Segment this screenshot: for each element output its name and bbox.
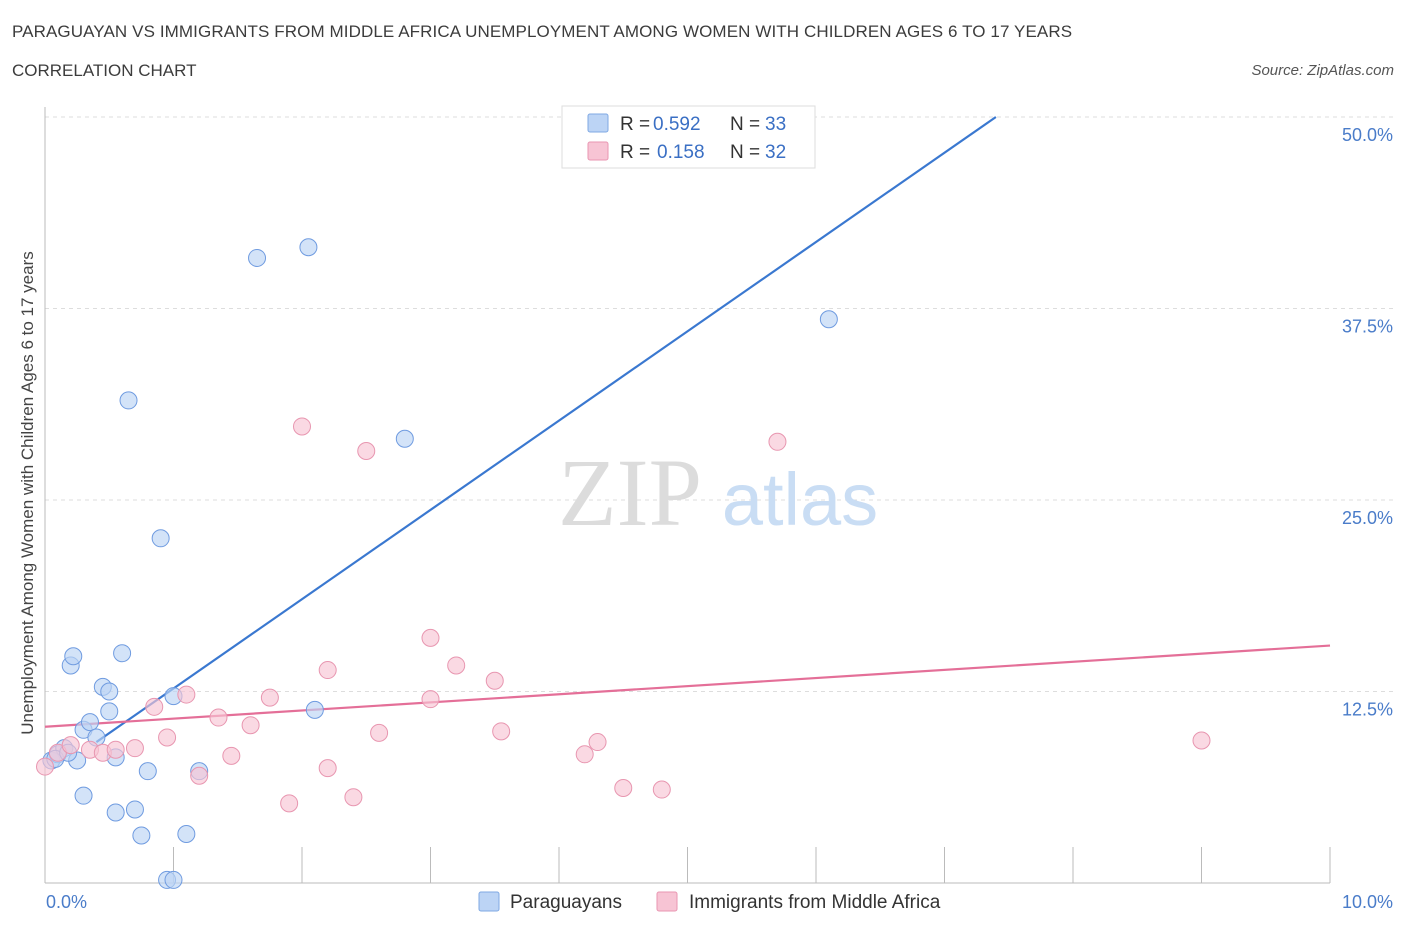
legend-n-value-2: 32 [765,142,786,163]
legend-n-value-1: 33 [765,114,786,135]
immigrants-point [421,690,440,709]
paraguayans-point [125,800,144,819]
chart-subtitle: CORRELATION CHART [12,61,197,80]
watermark-zip: ZIP [558,439,702,546]
immigrants-point [370,723,389,742]
paraguayans-point [80,713,99,732]
immigrants-point [357,441,376,460]
y-tick-labels: 12.5% 25.0% 37.5% 50.0% [1342,125,1393,720]
immigrants-point [61,736,80,755]
paraguayans-point [100,682,119,701]
immigrants-point [222,746,241,765]
paraguayans-point [395,429,414,448]
immigrants-point [293,417,311,436]
x-tick-label-min: 0.0% [46,892,87,912]
immigrants-trendline [44,644,1331,728]
immigrants-point [1192,731,1211,750]
immigrants-point [318,759,337,778]
immigrants-point [588,733,607,752]
series-legend-paraguayans: Paraguayans [510,892,622,913]
immigrants-point [575,745,594,764]
y-tick-label: 25.0% [1342,508,1393,528]
legend-n-label-1: N = [730,114,760,135]
paraguayans-point [305,700,324,719]
data-points [36,238,1211,889]
source-label: Source: ZipAtlas.com [1251,62,1394,79]
immigrants-point [318,661,337,680]
correlation-legend: R = 0.592 N = 33 R = 0.158 N = 32 [561,105,816,169]
paraguayans-point [151,529,170,548]
trendlines [44,116,1331,743]
immigrants-point [447,656,466,675]
immigrants-point [492,722,511,741]
paraguayans-point [138,762,157,781]
gridlines [45,116,1395,692]
watermark-atlas: atlas [722,458,878,541]
paraguayans-point [119,391,138,410]
immigrants-point [485,671,504,690]
legend-swatch-paraguayans [587,113,609,133]
y-tick-label: 50.0% [1342,125,1393,145]
immigrants-point [177,685,196,704]
legend-swatch-immigrants [587,141,609,161]
paraguayans-point [177,824,196,843]
immigrants-point [344,788,363,807]
legend-r-label-1: R = [620,114,650,135]
legend-r-value-1: 0.592 [653,114,701,135]
immigrants-point [209,708,228,727]
immigrants-point [280,794,299,813]
immigrants-point [36,757,54,776]
immigrants-point [241,716,260,735]
immigrants-point [260,688,279,707]
immigrants-point [768,432,787,451]
immigrants-point [614,779,633,798]
legend-n-label-2: N = [730,142,760,163]
x-tick-label-max: 10.0% [1342,892,1393,912]
legend-r-label-2: R = [620,142,650,163]
paraguayans-point [819,310,838,329]
paraguayans-point [164,870,183,889]
chart-title: PARAGUAYAN VS IMMIGRANTS FROM MIDDLE AFR… [12,22,1073,41]
immigrants-point [652,780,671,799]
immigrants-point [190,766,209,785]
paraguayans-point [100,702,119,721]
immigrants-point [421,628,440,647]
paraguayans-trendline [95,116,997,743]
paraguayans-point [113,644,132,663]
axes [44,107,1331,884]
immigrants-point [145,697,164,716]
y-axis-label: Unemployment Among Women with Children A… [18,251,37,735]
watermark: ZIP atlas [558,439,878,546]
y-tick-label: 12.5% [1342,700,1393,720]
series-legend-swatch-immigrants [656,891,678,912]
paraguayans-point [74,786,93,805]
paraguayans-point [64,647,83,666]
series-legend-immigrants: Immigrants from Middle Africa [689,892,941,913]
paraguayans-point [248,248,267,267]
series-legend: Paraguayans Immigrants from Middle Afric… [478,891,941,913]
immigrants-point [125,739,144,758]
immigrants-point [106,740,125,759]
immigrants-point [158,728,177,747]
series-legend-swatch-paraguayans [478,891,500,912]
legend-r-value-2: 0.158 [657,142,705,163]
paraguayans-point [132,826,151,845]
paraguayans-point [106,803,125,822]
paraguayans-point [299,238,318,257]
y-tick-label: 37.5% [1342,317,1393,337]
